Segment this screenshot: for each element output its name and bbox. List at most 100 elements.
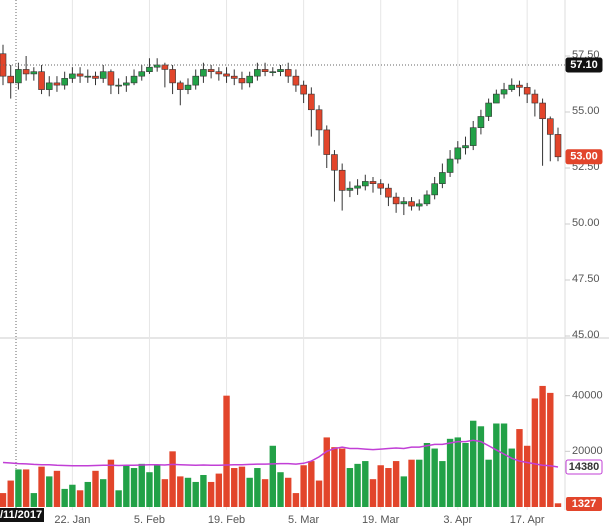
volume-bar: [123, 465, 130, 507]
volume-bar: [169, 451, 176, 507]
candle-body: [292, 75, 300, 86]
candle-body: [92, 75, 99, 79]
candle-body: [84, 75, 92, 78]
candle-body: [462, 145, 469, 149]
volume-bar: [92, 470, 99, 507]
volume-bar: [470, 420, 477, 507]
volume-last-label: 1327: [572, 498, 596, 510]
volume-bar: [446, 438, 454, 507]
candle-body: [169, 69, 176, 84]
y-tick-label: 55.00: [572, 105, 600, 117]
candle-body: [22, 69, 30, 75]
volume-bar: [369, 479, 377, 507]
volume-bar: [161, 479, 169, 507]
volume-bar: [292, 493, 300, 507]
y-tick-label: 40000: [572, 390, 603, 402]
volume-bar: [423, 442, 431, 507]
candle-body: [146, 66, 153, 72]
last-price-label: 53.00: [570, 151, 598, 163]
candle-body: [38, 71, 45, 90]
x-tick-label: 5. Feb: [134, 514, 165, 526]
candle-body: [546, 118, 554, 135]
candle-body: [99, 71, 107, 79]
candle-body: [30, 71, 38, 75]
candle-body: [323, 129, 331, 155]
candle-body: [284, 69, 292, 77]
ma-last-label-box: [565, 459, 603, 475]
volume-bar: [200, 474, 207, 507]
candle-body: [485, 102, 492, 117]
volume-bar: [416, 459, 423, 507]
candle-body: [400, 201, 408, 205]
volume-bar: [100, 479, 107, 507]
volume-bar: [15, 469, 22, 507]
volume-bar: [46, 476, 53, 507]
candle-body: [200, 69, 207, 77]
volume-bar: [362, 461, 369, 507]
candle-body: [415, 203, 423, 207]
last-price-label-box: [565, 149, 603, 165]
candle-body: [500, 89, 508, 95]
candle-body: [246, 75, 253, 84]
volume-bar: [331, 447, 338, 507]
volume-bar: [277, 472, 284, 507]
volume-bar: [138, 463, 145, 507]
volume-bar: [454, 437, 461, 507]
crosshair-price-label: 57.10: [570, 59, 598, 71]
y-tick-label: 50.00: [572, 217, 600, 229]
moving-average-line: [2, 439, 559, 468]
volume-bar: [523, 445, 531, 507]
volume-bar: [547, 392, 554, 507]
candle-body: [493, 93, 500, 104]
y-tick-label: 20000: [572, 445, 603, 457]
candle-body: [315, 109, 323, 131]
volume-bar: [53, 470, 61, 507]
candle-body: [123, 82, 130, 86]
volume-bar: [323, 437, 330, 507]
volume-bar: [107, 459, 115, 507]
candle-body: [354, 185, 361, 189]
candle-body: [377, 183, 385, 189]
volume-bar: [500, 423, 508, 507]
candle-body: [446, 158, 454, 173]
volume-bar: [539, 385, 546, 507]
volume-bar: [392, 461, 400, 507]
volume-bar: [184, 477, 192, 507]
candle-body: [161, 64, 169, 70]
candle-body: [238, 78, 246, 84]
volume-bar: [377, 465, 384, 507]
candle-body: [477, 116, 485, 128]
volume-bar: [130, 468, 138, 507]
volume-bar: [462, 442, 469, 507]
volume-bar: [308, 461, 315, 507]
x-tick-label: 19. Mar: [362, 514, 400, 526]
y-tick-label: 47.50: [572, 273, 600, 285]
volume-bar: [177, 476, 184, 507]
volume-bar: [0, 493, 7, 507]
candle-body: [523, 87, 531, 95]
volume-bar: [285, 477, 292, 507]
volume-bar: [84, 481, 91, 507]
candle-body: [277, 69, 284, 72]
y-tick-label: 45.00: [572, 329, 600, 341]
candle-body: [531, 93, 539, 104]
x-tick-label: 22. Jan: [54, 514, 90, 526]
candle-body: [176, 82, 184, 90]
candle-body: [554, 134, 562, 158]
volume-bar: [269, 445, 276, 507]
candle-body: [308, 93, 315, 111]
candle-body: [508, 84, 516, 90]
volume-bar: [115, 490, 122, 507]
candle-body: [69, 73, 76, 79]
volume-bar: [7, 480, 14, 507]
candle-body: [184, 84, 192, 90]
candle-body: [408, 201, 415, 207]
candle-body: [300, 84, 307, 95]
volume-bar: [516, 429, 523, 507]
volume-bar: [485, 459, 492, 507]
candle-body: [361, 181, 369, 187]
volume-bar: [30, 493, 38, 507]
volume-bar: [493, 423, 500, 507]
volume-bar: [69, 484, 76, 507]
volume-last-label-box: [566, 497, 602, 511]
